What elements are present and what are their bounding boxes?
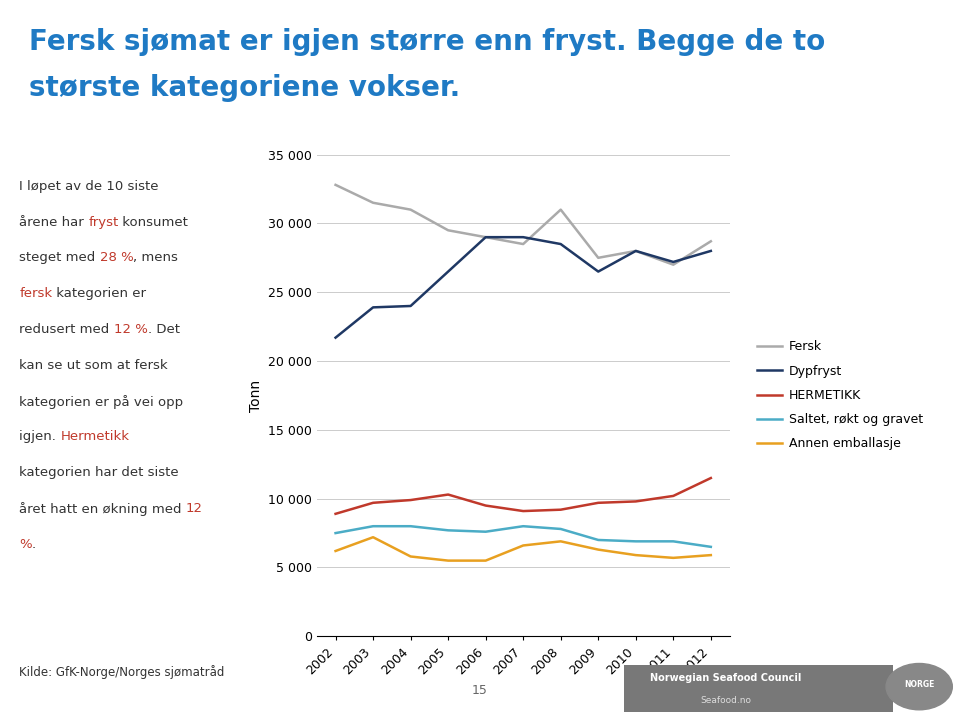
Text: .: . — [32, 538, 36, 551]
Text: årene har: årene har — [19, 216, 88, 229]
Text: steget med: steget med — [19, 252, 100, 265]
Text: Kilde: GfK-Norge/Norges sjømatråd: Kilde: GfK-Norge/Norges sjømatråd — [19, 666, 225, 679]
Text: %: % — [19, 538, 32, 551]
Legend: Fersk, Dypfryst, HERMETIKK, Saltet, røkt og gravet, Annen emballasje: Fersk, Dypfryst, HERMETIKK, Saltet, røkt… — [753, 336, 927, 455]
Text: Fersk sjømat er igjen større enn fryst. Begge de to: Fersk sjømat er igjen større enn fryst. … — [29, 28, 825, 55]
Text: 28 %: 28 % — [100, 252, 133, 265]
Text: 12: 12 — [186, 502, 203, 515]
Text: Norwegian Seafood Council: Norwegian Seafood Council — [651, 673, 802, 683]
Text: kategorien har det siste: kategorien har det siste — [19, 466, 179, 479]
Text: , mens: , mens — [133, 252, 179, 265]
Text: NORGE: NORGE — [904, 679, 934, 689]
Circle shape — [886, 664, 952, 710]
Text: igjen.: igjen. — [19, 431, 60, 444]
Y-axis label: Tonn: Tonn — [249, 380, 262, 411]
Text: kategorien er: kategorien er — [53, 287, 146, 300]
Text: konsumet: konsumet — [118, 216, 188, 229]
Text: Seafood.no: Seafood.no — [701, 695, 752, 705]
Text: . Det: . Det — [148, 323, 180, 336]
Text: året hatt en økning med: året hatt en økning med — [19, 502, 186, 516]
Text: Hermetikk: Hermetikk — [60, 431, 130, 444]
Text: fersk: fersk — [19, 287, 53, 300]
Text: I løpet av de 10 siste: I løpet av de 10 siste — [19, 180, 158, 193]
Text: største kategoriene vokser.: største kategoriene vokser. — [29, 74, 460, 102]
FancyBboxPatch shape — [624, 665, 893, 712]
Text: 12 %: 12 % — [113, 323, 148, 336]
Text: kategorien er på vei opp: kategorien er på vei opp — [19, 395, 183, 408]
Text: kan se ut som at fersk: kan se ut som at fersk — [19, 359, 168, 372]
Text: redusert med: redusert med — [19, 323, 113, 336]
Text: fryst: fryst — [88, 216, 118, 229]
Text: 15: 15 — [472, 684, 488, 697]
